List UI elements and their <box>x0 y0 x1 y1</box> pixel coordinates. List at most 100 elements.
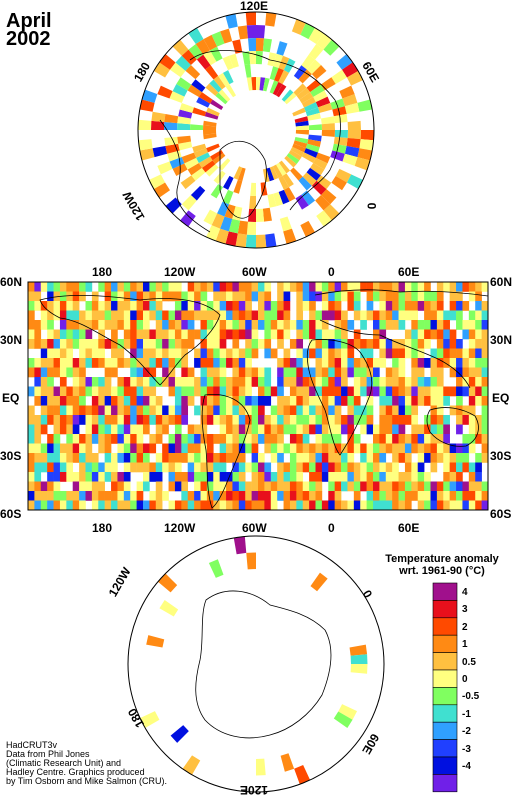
anomaly-cell <box>264 329 272 340</box>
anomaly-cell <box>456 358 463 368</box>
anomaly-cell <box>334 310 342 321</box>
anomaly-cell <box>28 301 35 311</box>
anomaly-cell <box>366 377 374 387</box>
anomaly-cell <box>136 282 144 292</box>
anomaly-cell <box>417 348 425 359</box>
anomaly-cell <box>404 500 412 510</box>
anomaly-cell <box>289 367 297 378</box>
anomaly-cell <box>91 310 99 321</box>
polar-anomaly-cell <box>245 234 256 248</box>
anomaly-cell <box>417 443 425 454</box>
anomaly-cell <box>143 500 150 510</box>
anomaly-cell <box>347 396 355 406</box>
anomaly-cell <box>59 348 67 359</box>
anomaly-cell <box>66 472 74 482</box>
anomaly-cell <box>34 282 42 292</box>
polar-anomaly-cell <box>165 143 180 154</box>
anomaly-cell <box>28 462 35 473</box>
anomaly-cell <box>72 329 80 340</box>
anomaly-cell <box>475 434 482 444</box>
anomaly-cell <box>219 472 227 482</box>
anomaly-cell <box>277 320 284 330</box>
polar-anomaly-cell <box>267 193 277 208</box>
anomaly-cell <box>206 491 214 501</box>
anomaly-cell <box>28 415 35 425</box>
polar-anomaly-cell <box>164 121 178 130</box>
anomaly-cell <box>174 472 182 482</box>
anomaly-cell <box>334 453 342 463</box>
anomaly-cell <box>206 443 214 454</box>
anomaly-cell <box>130 310 137 321</box>
anomaly-cell <box>66 339 74 349</box>
anomaly-cell <box>79 472 86 482</box>
anomaly-cell <box>430 367 438 378</box>
legend-swatch <box>432 600 458 619</box>
anomaly-cell <box>219 434 227 444</box>
anomaly-cell <box>379 424 387 435</box>
anomaly-cell <box>91 434 99 444</box>
anomaly-cell <box>194 377 201 387</box>
anomaly-cell <box>155 405 163 416</box>
anomaly-cell <box>302 453 310 463</box>
anomaly-cell <box>315 291 323 302</box>
anomaly-cell <box>385 434 393 444</box>
polar-anomaly-cell <box>290 167 303 181</box>
anomaly-cell <box>226 491 233 501</box>
polar-anomaly-cell <box>262 77 270 92</box>
anomaly-cell <box>315 377 323 387</box>
anomaly-cell <box>117 320 125 330</box>
anomaly-cell <box>468 367 476 378</box>
anomaly-cell <box>270 472 278 482</box>
anomaly-cell <box>28 291 35 302</box>
anomaly-cell <box>289 481 297 492</box>
anomaly-cell <box>194 291 201 302</box>
anomaly-cell <box>98 415 105 425</box>
legend-title: Temperature anomaly wrt. 1961-90 (°C) <box>372 553 512 577</box>
polar-anomaly-cell <box>321 123 335 130</box>
polar-anomaly-cell <box>279 216 292 232</box>
anomaly-cell <box>398 415 406 425</box>
anomaly-cell <box>379 339 387 349</box>
anomaly-cell <box>475 386 482 397</box>
anomaly-cell <box>315 472 323 482</box>
polar-anomaly-cell <box>206 107 220 117</box>
south-polar-frame <box>127 535 385 793</box>
credits-line-1: HadCRUT3v <box>6 740 58 750</box>
polar-anomaly-cell <box>256 51 263 65</box>
polar-anomaly-cell <box>290 146 305 157</box>
anomaly-cell <box>347 443 355 454</box>
anomaly-cell <box>66 367 74 378</box>
anomaly-cell <box>404 415 412 425</box>
anomaly-cell <box>213 377 220 387</box>
polar-anomaly-cell <box>256 208 265 222</box>
anomaly-cell <box>411 329 419 340</box>
anomaly-cell <box>258 386 265 397</box>
polar-anomaly-cell <box>169 157 185 169</box>
polar-anomaly-cell <box>284 92 297 105</box>
polar-anomaly-cell <box>342 153 358 166</box>
anomaly-cell <box>321 329 329 340</box>
anomaly-cell <box>430 301 438 311</box>
anomaly-cell <box>289 462 297 473</box>
anomaly-cell <box>136 301 144 311</box>
anomaly-cell <box>366 453 374 463</box>
anomaly-cell <box>341 348 348 359</box>
anomaly-cell <box>143 377 150 387</box>
anomaly-cell <box>219 367 227 378</box>
anomaly-cell <box>289 339 297 349</box>
polar-anomaly-cell <box>347 130 361 140</box>
anomaly-cell <box>104 415 112 425</box>
north-coast-greenland <box>219 141 267 219</box>
anomaly-cell <box>194 491 201 501</box>
anomaly-cell <box>302 415 310 425</box>
anomaly-cell <box>47 462 54 473</box>
anomaly-cell <box>123 443 131 454</box>
anomaly-cell <box>475 310 482 321</box>
polar-anomaly-cell <box>256 38 265 52</box>
anomaly-cell <box>258 377 265 387</box>
anomaly-cell <box>341 481 348 492</box>
polar-anomaly-cell <box>311 180 327 196</box>
anomaly-cell <box>417 472 425 482</box>
anomaly-cell <box>219 339 227 349</box>
polar-anomaly-cell <box>191 79 206 93</box>
